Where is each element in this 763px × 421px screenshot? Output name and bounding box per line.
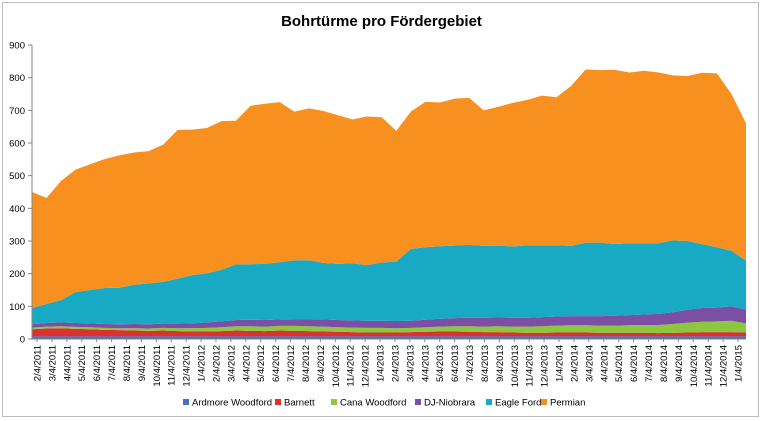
x-tick-label: 9/4/2014 (674, 345, 685, 382)
y-tick-label: 600 (9, 139, 25, 150)
x-tick-label: 9/4/2011 (137, 345, 148, 381)
x-tick-label: 4/4/2013 (420, 345, 431, 382)
x-tick-label: 7/4/2011 (107, 345, 118, 381)
legend-label: Cana Woodford (340, 398, 406, 409)
x-tick-label: 10/4/2011 (152, 345, 163, 387)
x-tick-label: 6/4/2011 (92, 345, 103, 381)
x-tick-label: 3/4/2011 (47, 345, 58, 381)
legend-item-cana-woodford: Cana Woodford (331, 398, 406, 409)
x-tick-label: 8/4/2011 (122, 345, 133, 381)
legend-label: Barnett (284, 398, 315, 409)
y-tick-label: 100 (9, 302, 25, 313)
legend-swatch (415, 399, 421, 405)
area-series-dj-niobrara (32, 306, 746, 329)
legend-item-barnett: Barnett (275, 398, 315, 409)
x-tick-label: 11/4/2012 (346, 345, 357, 387)
x-tick-label: 7/4/2013 (465, 345, 476, 382)
x-tick-label: 11/4/2014 (704, 345, 715, 387)
x-tick-label: 6/4/2014 (629, 345, 640, 382)
legend-label: Permian (550, 398, 585, 409)
x-tick-label: 7/4/2014 (644, 345, 655, 382)
x-tick-label: 12/4/2011 (182, 345, 193, 387)
legend-swatch (331, 399, 337, 405)
y-tick-label: 500 (9, 171, 25, 182)
x-tick-label: 3/4/2014 (584, 345, 595, 382)
y-tick-label: 800 (9, 73, 25, 84)
x-tick-label: 9/4/2013 (495, 345, 506, 382)
y-tick-label: 200 (9, 269, 25, 280)
x-tick-label: 1/4/2014 (555, 345, 566, 382)
legend-label: DJ-Niobrara (424, 398, 476, 409)
x-tick-label: 1/4/2015 (734, 345, 745, 382)
area-series-ardmore-woodford (32, 336, 746, 339)
y-tick-label: 700 (9, 106, 25, 117)
y-tick-label: 900 (9, 41, 25, 52)
legend-item-ardmore-woodford: Ardmore Woodford (183, 398, 272, 409)
legend-swatch (275, 399, 281, 405)
x-tick-label: 2/4/2011 (33, 345, 44, 381)
x-tick-label: 3/4/2012 (226, 345, 237, 382)
x-tick-label: 10/4/2012 (331, 345, 342, 387)
area-series-group (32, 69, 746, 339)
x-tick-label: 5/4/2013 (435, 345, 446, 382)
legend-swatch (183, 399, 189, 405)
x-tick-label: 12/4/2012 (361, 345, 372, 387)
area-series-cana-woodford (32, 320, 746, 334)
x-tick-label: 5/4/2012 (256, 345, 267, 382)
x-tick-label: 5/4/2011 (77, 345, 88, 381)
x-tick-label: 8/4/2013 (480, 345, 491, 382)
legend-swatch (541, 399, 547, 405)
x-tick-label: 6/4/2012 (271, 345, 282, 382)
legend-item-dj-niobrara: DJ-Niobrara (415, 398, 476, 409)
x-tick-label: 2/4/2014 (569, 345, 580, 382)
x-tick-label: 11/4/2011 (167, 345, 178, 386)
chart-title: Bohrtürme pro Fördergebiet (281, 13, 482, 30)
y-tick-label: 300 (9, 237, 25, 248)
legend: Ardmore Woodford Barnett Cana Woodford DJ-N… (183, 398, 585, 409)
x-tick-label: 4/4/2011 (62, 345, 73, 381)
x-tick-label: 8/4/2014 (659, 345, 670, 382)
x-tick-label: 7/4/2012 (286, 345, 297, 382)
area-series-barnett (32, 328, 746, 337)
x-tick-label: 1/4/2013 (376, 345, 387, 382)
x-tick-label: 6/4/2013 (450, 345, 461, 382)
x-tick-label: 10/4/2013 (510, 345, 521, 387)
legend-label: Ardmore Woodford (192, 398, 272, 409)
x-tick-label: 2/4/2012 (211, 345, 222, 382)
legend-item-permian: Permian (541, 398, 585, 409)
legend-label: Eagle Ford (495, 398, 541, 409)
x-tick-label: 12/4/2013 (540, 345, 551, 387)
area-series-eagle-ford (32, 240, 746, 325)
x-tick-label: 1/4/2012 (197, 345, 208, 382)
x-axis: 2/4/2011 3/4/2011 4/4/2011 5/4/2011 6/4/2011… (32, 338, 746, 387)
x-tick-label: 2/4/2013 (390, 345, 401, 382)
y-tick-label: 400 (9, 204, 25, 215)
x-tick-label: 10/4/2014 (689, 345, 700, 387)
y-tick-label: 0 (20, 335, 25, 346)
legend-swatch (486, 399, 492, 405)
x-tick-label: 4/4/2012 (241, 345, 252, 382)
x-tick-label: 5/4/2014 (614, 345, 625, 382)
x-tick-label: 12/4/2014 (719, 345, 730, 387)
area-series-permian (32, 69, 746, 308)
x-tick-label: 4/4/2014 (599, 345, 610, 382)
y-axis: 0 100 200 300 400 500 600 700 800 900 (9, 41, 33, 346)
x-tick-label: 8/4/2012 (301, 345, 312, 382)
legend-item-eagle-ford: Eagle Ford (486, 398, 541, 409)
x-tick-label: 9/4/2012 (316, 345, 327, 382)
x-tick-label: 3/4/2013 (405, 345, 416, 382)
x-tick-label: 11/4/2013 (525, 345, 536, 387)
